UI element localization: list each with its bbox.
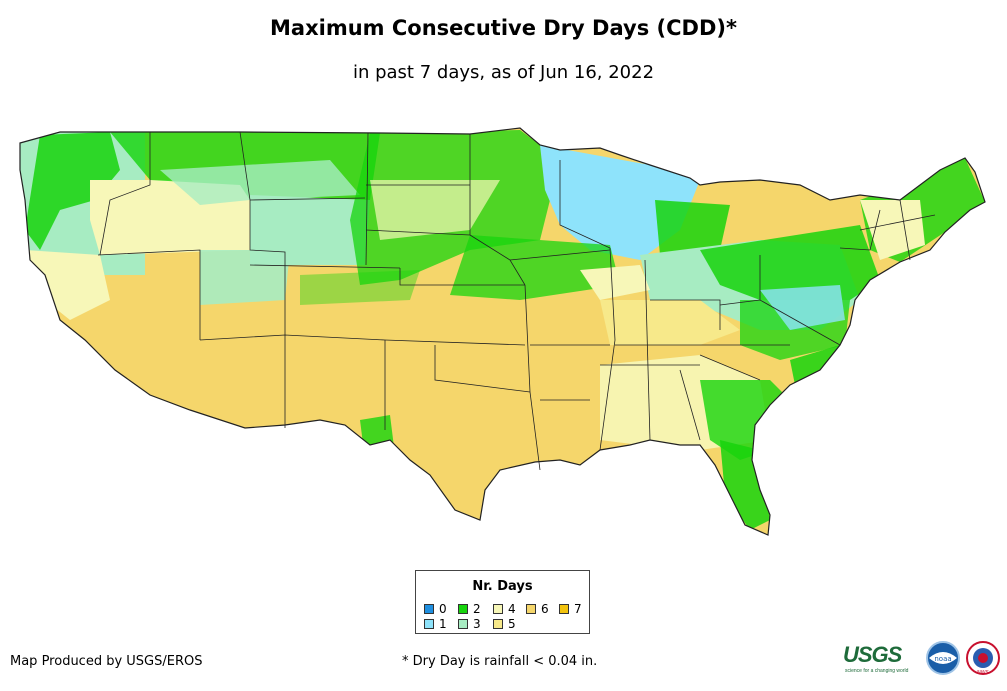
region-florida (720, 440, 770, 530)
legend-item-5: 5 (493, 617, 516, 631)
region-norcal (25, 250, 110, 320)
legend-item-3: 3 (458, 617, 481, 631)
legend-item-7: 7 (559, 602, 582, 616)
region-md-cyan (760, 285, 845, 330)
agency-logos: USGS science for a changing world noaa N… (843, 638, 1003, 678)
svg-text:noaa: noaa (934, 655, 951, 663)
region-colorado-green (300, 270, 420, 305)
usgs-tagline: science for a changing world (845, 668, 909, 674)
usgs-logo: USGS (843, 642, 902, 667)
region-pa-ny (700, 225, 880, 300)
legend-swatch-7 (559, 604, 569, 614)
map-subtitle: in past 7 days, as of Jun 16, 2022 (352, 62, 655, 83)
region-sd-light (370, 180, 500, 240)
legend-swatch-5 (493, 619, 503, 629)
legend-label-2: 2 (473, 602, 481, 616)
legend-swatch-4 (493, 604, 503, 614)
legend-label-3: 3 (473, 617, 481, 631)
us-dry-days-map (19, 127, 986, 536)
legend-label-1: 1 (439, 617, 447, 631)
svg-text:NWS: NWS (977, 670, 989, 676)
state-borders (97, 131, 936, 471)
region-utah (200, 250, 290, 305)
nws-logo-icon: NWS (966, 641, 1000, 676)
region-iowa-il (450, 235, 620, 300)
legend-item-0: 0 (424, 602, 447, 616)
dry-day-regions (20, 128, 985, 530)
region-vermont-light (860, 200, 925, 260)
map-title: Maximum Consecutive Dry Days (CDD)* (270, 16, 737, 40)
region-montana-light (160, 160, 360, 205)
region-wyoming (250, 195, 370, 265)
legend-title: Nr. Days (472, 579, 533, 594)
legend-label-4: 4 (508, 602, 516, 616)
region-wa-green (25, 132, 120, 250)
legend-item-4: 4 (493, 602, 516, 616)
legend-swatch-2 (458, 604, 468, 614)
legend-label-7: 7 (574, 602, 582, 616)
legend-item-1: 1 (424, 617, 447, 631)
footnote-text: * Dry Day is rainfall < 0.04 in. (402, 654, 598, 669)
legend-swatch-1 (424, 619, 434, 629)
legend-item-2: 2 (458, 602, 481, 616)
legend-label-5: 5 (508, 617, 516, 631)
legend-label-6: 6 (541, 602, 549, 616)
region-texas-green (360, 415, 395, 460)
noaa-logo-icon: noaa (926, 641, 960, 675)
legend: Nr. Days 0 1 2 3 4 5 6 7 (415, 570, 590, 634)
legend-swatch-3 (458, 619, 468, 629)
region-tennessee (600, 300, 740, 345)
legend-swatch-6 (526, 604, 536, 614)
legend-label-0: 0 (439, 602, 447, 616)
legend-item-6: 6 (526, 602, 549, 616)
legend-swatch-0 (424, 604, 434, 614)
credit-text: Map Produced by USGS/EROS (10, 654, 203, 669)
region-indiana-light (580, 265, 650, 300)
